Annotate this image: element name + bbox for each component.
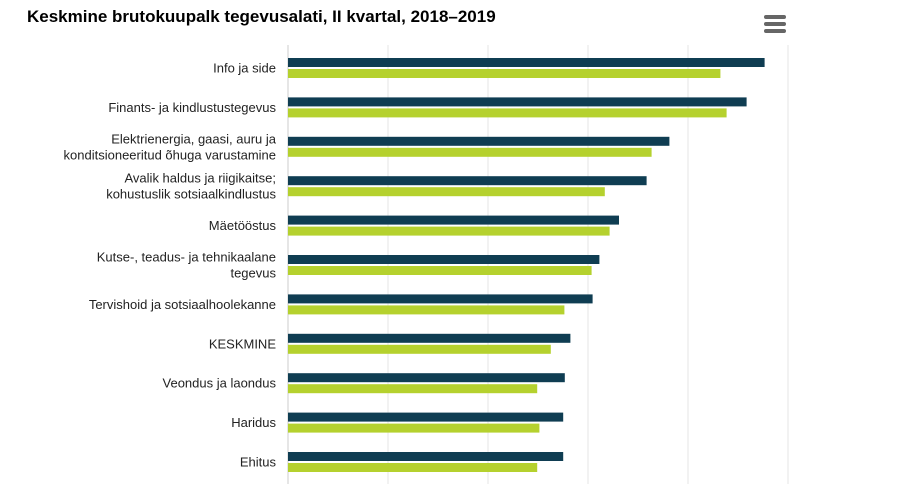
category-label: Haridus — [231, 415, 276, 430]
category-label-line: Avalik haldus ja riigikaitse; — [125, 171, 277, 186]
hamburger-menu-icon[interactable] — [760, 11, 790, 37]
category-label-line: Elektrienergia, gaasi, auru ja — [111, 131, 277, 146]
bar-series-2 — [288, 226, 610, 236]
bar-series-1 — [288, 333, 571, 343]
bar-series-2 — [288, 108, 727, 118]
category-label-line: Veondus ja laondus — [163, 376, 277, 391]
bar-series-2 — [288, 69, 721, 78]
category-label: Info ja side — [213, 61, 276, 76]
bar-series-2 — [288, 423, 540, 433]
category-label-line: Kutse-, teadus- ja tehnikaalane — [97, 250, 276, 265]
category-label: Ehitus — [240, 455, 277, 470]
bar-series-1 — [288, 136, 670, 146]
chart-title: Keskmine brutokuupalk tegevusalati, II k… — [27, 7, 496, 26]
bar-series-2 — [288, 187, 605, 197]
bar-series-1 — [288, 373, 565, 383]
bar-series-1 — [288, 215, 619, 225]
category-label-line: Mäetööstus — [209, 218, 277, 233]
bar-series-2 — [288, 266, 592, 275]
bar-series-2 — [288, 463, 538, 472]
bar-series-1 — [288, 58, 765, 67]
category-label: Veondus ja laondus — [163, 376, 277, 391]
bar-series-2 — [288, 344, 551, 354]
category-label: Elektrienergia, gaasi, auru ja konditsion… — [64, 131, 277, 162]
category-label-line: tegevus — [230, 266, 276, 281]
bar-series-2 — [288, 305, 565, 315]
category-label: Tervishoid ja sotsiaalhoolekanne — [89, 297, 276, 312]
category-label-line: kohustuslik sotsiaalkindlustus — [106, 187, 276, 202]
category-label: Kutse-, teadus- ja tehnikaalane tegevus — [97, 250, 277, 281]
bar-series-1 — [288, 176, 647, 186]
category-label-line: Finants- ja kindlustustegevus — [108, 100, 276, 115]
bar-series-2 — [288, 384, 538, 394]
bar-series-2 — [288, 147, 652, 157]
category-label-line: Info ja side — [213, 61, 276, 76]
bar-series-1 — [288, 452, 564, 461]
category-label-line: Haridus — [231, 415, 276, 430]
category-label-line: Tervishoid ja sotsiaalhoolekanne — [89, 297, 276, 312]
category-label-line: konditsioneeritud õhuga varustamine — [64, 147, 276, 162]
bar-series-1 — [288, 255, 600, 264]
category-label: Avalik haldus ja riigikaitse; kohustuslik… — [106, 171, 276, 202]
bar-series-1 — [288, 97, 747, 107]
category-label: Finants- ja kindlustustegevus — [108, 100, 276, 115]
category-label: Mäetööstus — [209, 218, 277, 233]
category-label: KESKMINE — [209, 336, 277, 351]
bar-series-1 — [288, 294, 593, 304]
category-label-line: Ehitus — [240, 455, 277, 470]
bar-series-1 — [288, 412, 564, 422]
category-label-line: KESKMINE — [209, 336, 277, 351]
